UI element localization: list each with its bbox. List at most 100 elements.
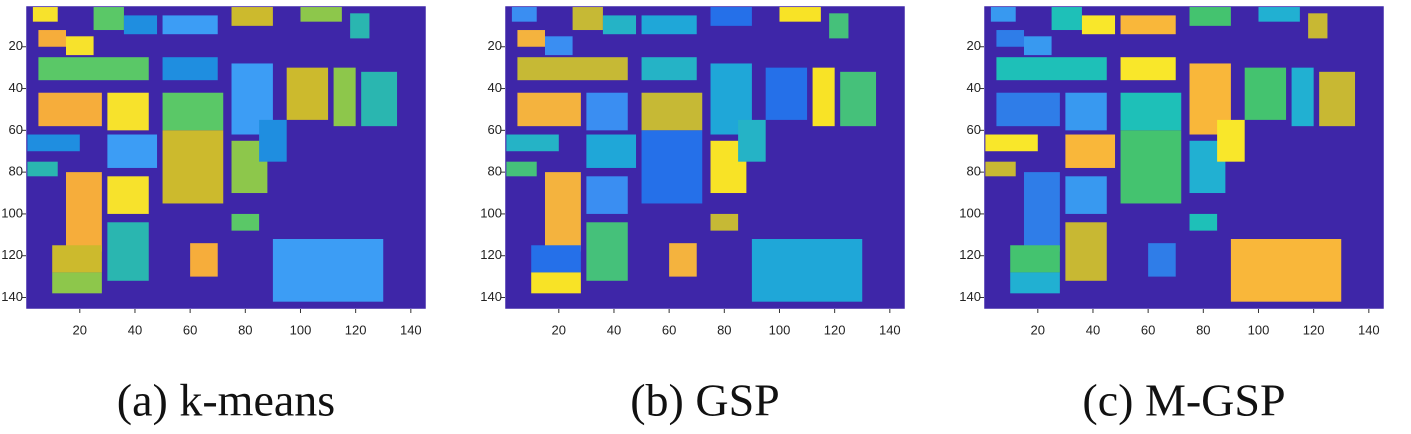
x-tick-label: 100 xyxy=(769,322,791,337)
caption: (b) GSP xyxy=(630,375,780,426)
map-region xyxy=(641,57,697,81)
map-region xyxy=(996,92,1060,127)
map-region xyxy=(1065,222,1107,281)
map-region xyxy=(107,222,149,281)
map-region xyxy=(517,57,628,81)
map-region xyxy=(602,15,637,35)
map-region xyxy=(1120,15,1176,35)
map-region xyxy=(990,7,1016,22)
axes-frame xyxy=(983,5,1385,310)
map-region xyxy=(93,7,124,31)
map-region xyxy=(1081,15,1116,35)
x-tick-label: 40 xyxy=(128,322,142,337)
map-region xyxy=(840,71,877,127)
map-region xyxy=(812,67,835,127)
x-tick-label: 140 xyxy=(879,322,901,337)
map-region xyxy=(162,15,218,35)
panel: 20 40 60 80 100 120 140 20 40 60 80 100 120 140 (c) M-… xyxy=(959,5,1385,426)
map-region xyxy=(517,30,545,47)
y-tick-label: 40 xyxy=(9,80,23,95)
map-region xyxy=(1258,7,1300,22)
y-tick-label: 80 xyxy=(967,164,981,179)
map-region xyxy=(669,243,697,277)
map-region xyxy=(545,36,573,56)
map-region xyxy=(641,130,703,204)
x-tick-label: 20 xyxy=(1031,322,1045,337)
map-region xyxy=(1230,238,1342,302)
map-region xyxy=(231,213,260,231)
map-region xyxy=(190,243,218,277)
map-region xyxy=(259,119,287,162)
y-tick-label: 100 xyxy=(1,205,23,220)
map-region xyxy=(641,15,697,35)
x-tick-label: 140 xyxy=(400,322,422,337)
x-tick-label: 60 xyxy=(662,322,676,337)
axes-frame xyxy=(504,5,906,310)
map-region xyxy=(779,7,821,22)
x-tick-label: 120 xyxy=(824,322,846,337)
x-tick-label: 20 xyxy=(73,322,87,337)
map-region xyxy=(517,92,581,127)
map-region xyxy=(1244,67,1287,120)
map-region xyxy=(27,134,80,152)
x-tick-label: 100 xyxy=(1248,322,1270,337)
map-region xyxy=(1024,36,1052,56)
axes-frame xyxy=(25,5,427,310)
map-region xyxy=(300,7,342,22)
panel: 20 40 60 80 100 120 140 20 40 60 80 100 120 140 (a) k-… xyxy=(1,5,427,426)
map-region xyxy=(710,7,752,26)
x-tick-label: 120 xyxy=(1303,322,1325,337)
map-region xyxy=(123,15,158,35)
map-region xyxy=(66,36,94,56)
map-region xyxy=(1148,243,1176,277)
map-region xyxy=(350,13,370,39)
map-region xyxy=(27,161,58,177)
y-tick-label: 100 xyxy=(959,205,981,220)
y-tick-label: 40 xyxy=(967,80,981,95)
map-region xyxy=(1217,119,1245,162)
map-region xyxy=(996,57,1107,81)
x-tick-label: 100 xyxy=(290,322,312,337)
map-region xyxy=(361,71,398,127)
map-region xyxy=(1189,7,1231,26)
x-tick-label: 140 xyxy=(1358,322,1380,337)
map-region xyxy=(1189,213,1218,231)
map-region xyxy=(572,7,603,31)
map-region xyxy=(162,57,218,81)
x-tick-label: 120 xyxy=(345,322,367,337)
map-region xyxy=(1291,67,1314,127)
map-region xyxy=(751,238,863,302)
map-region xyxy=(738,119,766,162)
x-tick-label: 20 xyxy=(552,322,566,337)
map-region xyxy=(1010,272,1060,294)
map-region xyxy=(162,92,224,131)
map-region xyxy=(710,213,739,231)
y-tick-label: 20 xyxy=(967,38,981,53)
map-region xyxy=(272,238,384,302)
map-region xyxy=(32,7,58,22)
map-region xyxy=(1120,57,1176,81)
map-region xyxy=(162,130,224,204)
map-region xyxy=(1024,172,1060,252)
y-tick-label: 60 xyxy=(9,122,23,137)
map-region xyxy=(231,7,273,26)
map-region xyxy=(107,176,149,214)
map-region xyxy=(531,272,581,294)
map-region xyxy=(38,30,66,47)
panel: 20 40 60 80 100 120 140 20 40 60 80 100 120 140 (b) GS… xyxy=(480,5,906,426)
map-region xyxy=(1065,92,1107,131)
x-tick-label: 80 xyxy=(1196,322,1210,337)
map-region xyxy=(1308,13,1328,39)
y-tick-label: 140 xyxy=(1,289,23,304)
y-tick-label: 120 xyxy=(480,247,502,262)
map-region xyxy=(996,30,1024,47)
y-tick-label: 20 xyxy=(488,38,502,53)
map-region xyxy=(1010,245,1060,273)
map-region xyxy=(586,134,637,168)
map-region xyxy=(38,92,102,127)
x-tick-label: 60 xyxy=(183,322,197,337)
x-tick-label: 40 xyxy=(1086,322,1100,337)
y-tick-label: 60 xyxy=(488,122,502,137)
caption: (a) k-means xyxy=(117,375,335,426)
